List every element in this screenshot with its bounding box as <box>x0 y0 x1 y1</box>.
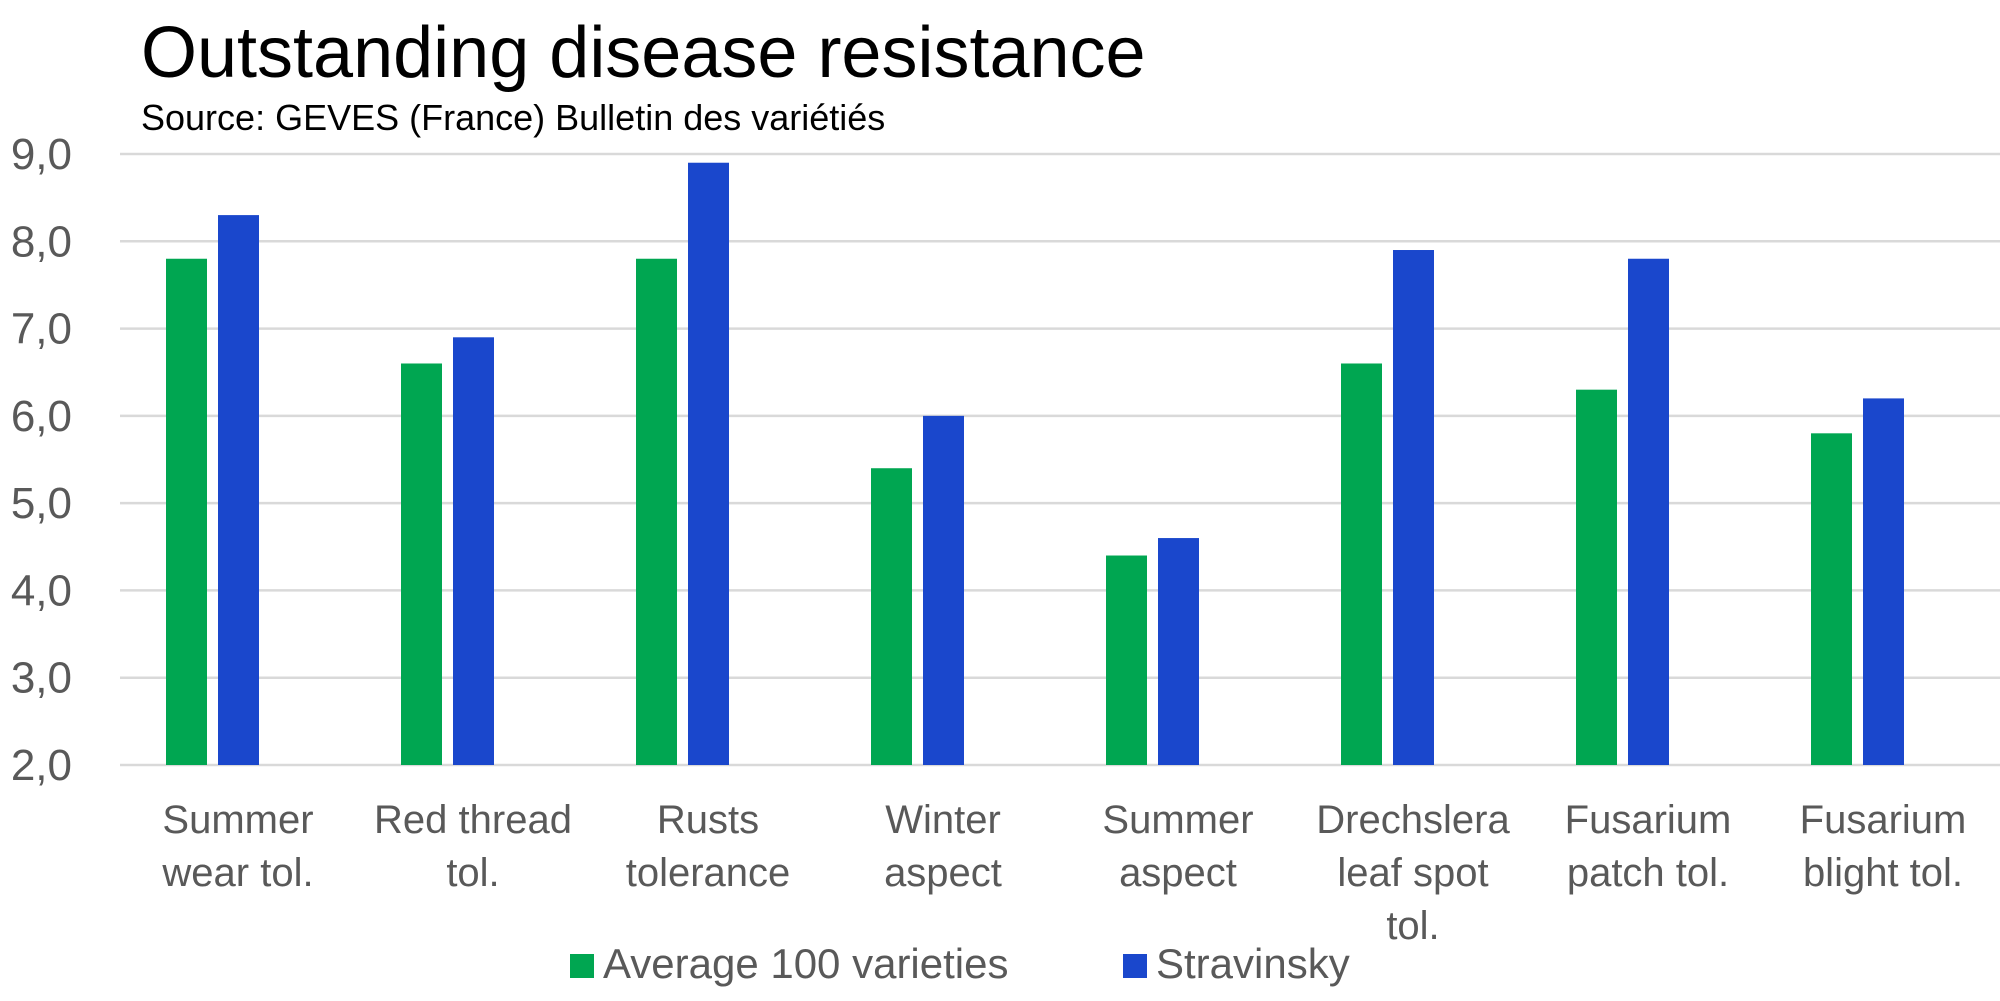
x-tick-label: patch tol. <box>1567 851 1729 895</box>
x-tick-label: Drechslera <box>1316 798 1510 842</box>
bar-average <box>1811 433 1852 765</box>
x-tick-label: Summer <box>1102 798 1253 842</box>
legend-swatch <box>570 954 594 978</box>
x-tick-label: wear tol. <box>161 851 313 895</box>
legend-label: Average 100 varieties <box>603 940 1008 987</box>
x-tick-label: blight tol. <box>1803 851 1963 895</box>
bar-average <box>636 258 677 765</box>
y-tick-label: 7,0 <box>11 305 72 354</box>
bar-stravinsky <box>218 215 259 766</box>
bar-stravinsky <box>1158 538 1199 765</box>
bar-average <box>166 258 207 765</box>
y-tick-label: 6,0 <box>11 392 72 441</box>
x-tick-label: tol. <box>1386 904 1439 948</box>
bar-stravinsky <box>688 162 729 765</box>
bar-average <box>1106 555 1147 765</box>
x-tick-label: Fusarium <box>1565 798 1732 842</box>
x-tick-label: Fusarium <box>1800 798 1967 842</box>
x-tick-label: Summer <box>162 798 313 842</box>
bar-average <box>871 468 912 765</box>
legend-swatch <box>1123 954 1147 978</box>
legend-label: Stravinsky <box>1156 940 1350 987</box>
x-tick-label: tol. <box>446 851 499 895</box>
bar-stravinsky <box>1628 258 1669 765</box>
chart-title: Outstanding disease resistance <box>141 13 1146 93</box>
y-tick-label: 3,0 <box>11 654 72 703</box>
x-tick-label: leaf spot <box>1337 851 1488 895</box>
bar-average <box>1576 389 1617 765</box>
bar-average <box>1341 363 1382 765</box>
y-tick-label: 5,0 <box>11 479 72 528</box>
chart-subtitle: Source: GEVES (France) Bulletin des vari… <box>141 97 886 138</box>
bar-stravinsky <box>1393 250 1434 765</box>
x-tick-label: tolerance <box>626 851 791 895</box>
y-tick-label: 9,0 <box>11 130 72 179</box>
y-tick-label: 4,0 <box>11 566 72 615</box>
y-tick-label: 8,0 <box>11 217 72 266</box>
bar-stravinsky <box>1863 398 1904 765</box>
x-tick-label: Rusts <box>657 798 759 842</box>
x-tick-label: aspect <box>884 851 1002 895</box>
x-tick-label: aspect <box>1119 851 1237 895</box>
x-tick-label: Winter <box>885 798 1001 842</box>
bar-stravinsky <box>923 415 964 765</box>
x-tick-label: Red thread <box>374 798 572 842</box>
bar-stravinsky <box>453 337 494 765</box>
bar-average <box>401 363 442 765</box>
y-tick-label: 2,0 <box>11 741 72 790</box>
